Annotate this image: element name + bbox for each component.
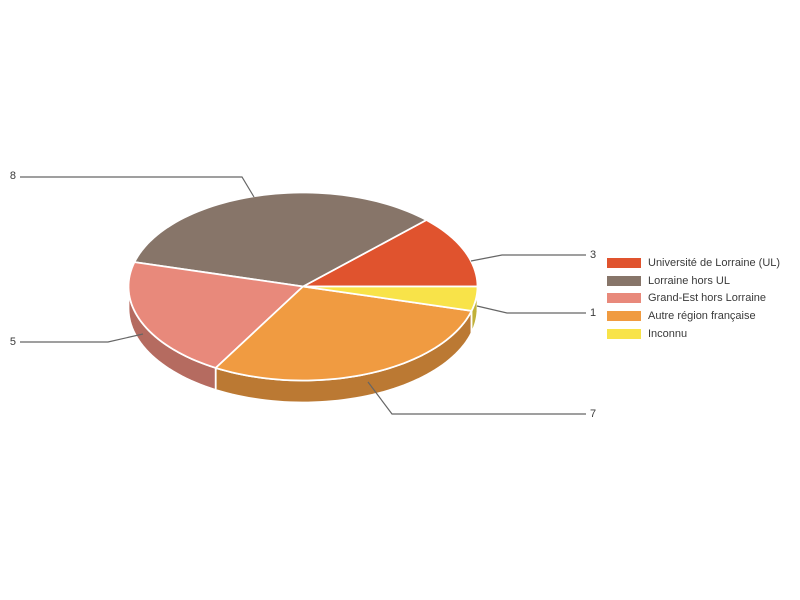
pie-slice-0[interactable] (302, 219, 479, 288)
callout-line-2 (20, 333, 144, 343)
legend-swatch (607, 275, 641, 286)
legend-label: Autre région française (648, 309, 756, 322)
legend-item-inconnu: Inconnu (607, 325, 780, 343)
legend-item-lorraine-hors-ul: Lorraine hors UL (607, 272, 780, 290)
pie-slice-3[interactable] (214, 285, 473, 382)
legend-item-grand-est-hors-lorraine: Grand-Est hors Lorraine (607, 289, 780, 307)
value-label-universite-de-lorraine: 3 (590, 249, 597, 261)
legend-label: Université de Lorraine (UL) (648, 256, 781, 269)
legend-label: Grand-Est hors Lorraine (648, 292, 766, 305)
chart-legend: Université de Lorraine (UL) Lorraine hor… (607, 254, 780, 342)
value-label-grand-est-hors-lorraine: 5 (9, 336, 16, 348)
pie-slice-1[interactable] (133, 191, 428, 288)
pie-slice-4[interactable] (302, 285, 479, 312)
callout-line-4 (476, 305, 586, 314)
legend-item-universite-de-lorraine: Université de Lorraine (UL) (607, 254, 780, 272)
pie-slice-2[interactable] (127, 261, 304, 369)
legend-swatch (607, 293, 641, 304)
legend-swatch (607, 257, 641, 268)
callout-line-0 (470, 254, 586, 262)
legend-swatch (607, 310, 641, 321)
legend-item-autre-region-francaise: Autre région française (607, 307, 780, 325)
legend-label: Lorraine hors UL (648, 274, 730, 287)
legend-label: Inconnu (648, 327, 688, 340)
callout-line-1 (20, 176, 255, 198)
callout-line-3 (367, 381, 586, 415)
legend-swatch (607, 328, 641, 339)
value-label-lorraine-hors-ul: 8 (9, 170, 16, 182)
value-label-autre-region-francaise: 7 (590, 408, 597, 420)
value-label-inconnu: 1 (590, 307, 597, 319)
